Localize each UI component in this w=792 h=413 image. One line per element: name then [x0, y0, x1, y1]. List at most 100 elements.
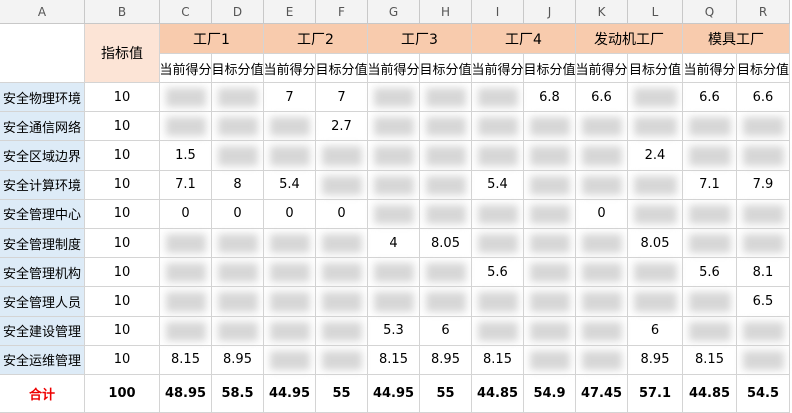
redacted-cell	[322, 292, 362, 312]
value-cell	[316, 229, 368, 259]
value-cell	[472, 316, 524, 346]
value-cell: 7	[316, 83, 368, 113]
redacted-cell	[166, 292, 206, 312]
redacted-cell	[743, 204, 784, 224]
redacted-cell	[743, 117, 784, 137]
value-cell	[368, 141, 420, 171]
total-value: 44.95	[368, 375, 420, 413]
value-cell	[628, 287, 683, 317]
value-cell	[524, 316, 576, 346]
value-cell	[524, 112, 576, 142]
value-cell	[524, 141, 576, 171]
redacted-cell	[374, 292, 414, 312]
total-value: 58.5	[212, 375, 264, 413]
total-value: 44.85	[683, 375, 737, 413]
value-cell: 2.7	[316, 112, 368, 142]
redacted-cell	[582, 263, 622, 283]
redacted-cell	[270, 117, 310, 137]
value-cell: 7.9	[737, 170, 790, 200]
value-cell: 0	[316, 199, 368, 229]
value-cell	[264, 229, 316, 259]
redacted-cell	[322, 263, 362, 283]
redacted-cell	[689, 146, 731, 166]
redacted-cell	[530, 175, 570, 195]
value-cell: 5.6	[683, 258, 737, 288]
column-letter: J	[524, 0, 576, 24]
factory-header: 发动机工厂	[576, 24, 683, 54]
redacted-cell	[218, 292, 258, 312]
value-cell: 8.05	[628, 229, 683, 259]
value-cell: 4	[368, 229, 420, 259]
redacted-cell	[689, 204, 731, 224]
column-letter: F	[316, 0, 368, 24]
redacted-cell	[689, 321, 731, 341]
value-cell	[683, 199, 737, 229]
value-cell	[316, 258, 368, 288]
redacted-cell	[689, 117, 731, 137]
value-cell	[420, 141, 472, 171]
value-cell: 5.4	[472, 170, 524, 200]
value-cell: 0	[160, 199, 212, 229]
value-cell	[368, 258, 420, 288]
redacted-cell	[634, 263, 677, 283]
value-cell	[212, 141, 264, 171]
value-cell	[420, 112, 472, 142]
value-cell	[683, 316, 737, 346]
redacted-cell	[218, 234, 258, 254]
column-letter: A	[0, 0, 85, 24]
value-cell	[683, 287, 737, 317]
value-cell	[316, 345, 368, 375]
value-cell: 10	[85, 199, 160, 229]
value-cell	[160, 287, 212, 317]
redacted-cell	[322, 146, 362, 166]
value-cell	[737, 316, 790, 346]
value-cell	[264, 141, 316, 171]
redacted-cell	[582, 146, 622, 166]
value-cell	[683, 229, 737, 259]
value-cell: 8.15	[160, 345, 212, 375]
sub-header: 目标分值	[212, 54, 264, 83]
value-cell	[160, 112, 212, 142]
value-cell	[212, 83, 264, 113]
value-cell	[264, 287, 316, 317]
sub-header: 目标分值	[737, 54, 790, 83]
value-cell	[264, 345, 316, 375]
value-cell	[683, 112, 737, 142]
value-cell: 10	[85, 112, 160, 142]
value-cell	[368, 83, 420, 113]
value-cell	[524, 345, 576, 375]
redacted-cell	[426, 146, 466, 166]
sub-header: 当前得分	[576, 54, 628, 83]
redacted-cell	[270, 350, 310, 370]
factory-header: 工厂3	[368, 24, 472, 54]
value-cell	[368, 287, 420, 317]
value-cell	[737, 112, 790, 142]
redacted-cell	[166, 234, 206, 254]
redacted-cell	[218, 146, 258, 166]
redacted-cell	[743, 350, 784, 370]
total-value: 47.45	[576, 375, 628, 413]
value-cell	[628, 83, 683, 113]
factory-header: 模具工厂	[683, 24, 790, 54]
value-cell	[576, 345, 628, 375]
value-cell: 8.1	[737, 258, 790, 288]
value-cell	[628, 258, 683, 288]
value-cell	[368, 199, 420, 229]
redacted-cell	[530, 321, 570, 341]
redacted-cell	[374, 263, 414, 283]
row-label: 安全区域边界	[0, 141, 85, 171]
redacted-cell	[530, 117, 570, 137]
redacted-cell	[478, 146, 518, 166]
value-cell	[160, 229, 212, 259]
value-cell: 1.5	[160, 141, 212, 171]
value-cell	[524, 287, 576, 317]
column-letter: I	[472, 0, 524, 24]
redacted-cell	[374, 204, 414, 224]
value-cell: 10	[85, 316, 160, 346]
value-cell: 10	[85, 83, 160, 113]
column-letter: B	[85, 0, 160, 24]
row-label: 安全计算环境	[0, 170, 85, 200]
value-cell: 10	[85, 287, 160, 317]
redacted-cell	[582, 350, 622, 370]
total-value: 55	[420, 375, 472, 413]
